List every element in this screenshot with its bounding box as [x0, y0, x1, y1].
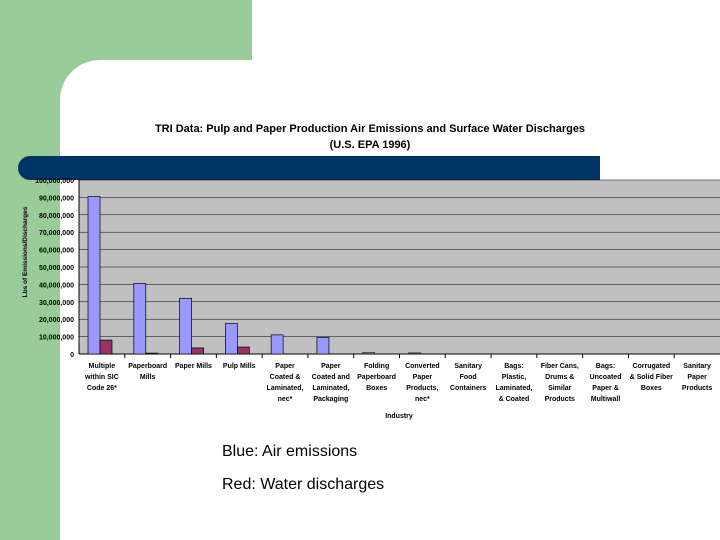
bar-water	[191, 347, 204, 355]
x-tick-label: Paperboard Mills	[128, 363, 167, 381]
y-tick-label: 90,000,000	[39, 195, 74, 202]
x-tick-label: Multiple within SIC Code 26*	[84, 363, 119, 392]
bar-air	[362, 352, 376, 355]
x-axis-label: Industry	[385, 413, 413, 420]
bar-air	[408, 352, 421, 355]
y-axis-label: Lbs of Emissions/Discharges	[22, 206, 29, 297]
y-tick-label: 10,000,000	[39, 335, 74, 342]
chart-title: TRI Data: Pulp and Paper Production Air …	[154, 123, 586, 135]
x-tick-label: Bags: Plastic, Laminated, & Coated	[495, 363, 532, 403]
bar-air	[179, 297, 192, 355]
y-tick-label: 80,000,000	[39, 213, 74, 220]
x-tick-label: Converted Paper Products, nec*	[405, 363, 440, 403]
y-tick-label: 100,000,000	[35, 178, 74, 185]
bar-air	[316, 337, 330, 355]
x-tick-label: Pulp Mills	[223, 363, 256, 370]
x-tick-label: Paper Coated and Laminated, Packaging	[312, 363, 350, 403]
y-tick-label: 0	[70, 352, 74, 359]
legend-caption-air: Blue: Air emissions	[222, 443, 358, 460]
x-tick-label: Sanitary Paper Products	[682, 363, 712, 392]
x-tick-label: Folding Paperboard Boxes	[357, 363, 396, 392]
y-tick-label: 20,000,000	[39, 317, 74, 324]
y-tick-label: 70,000,000	[39, 230, 74, 237]
title-bar	[18, 156, 600, 180]
bar-water	[237, 346, 250, 355]
x-tick-label: Paper Mills	[175, 363, 212, 370]
y-tick-label: 30,000,000	[39, 300, 74, 307]
x-tick-label: Corrugated & Solid Fiber Boxes	[630, 363, 673, 392]
bar-air	[133, 283, 147, 355]
legend-caption-water: Red: Water discharges	[222, 476, 385, 493]
x-tick-label: Paper Coated & Laminated, nec*	[267, 363, 304, 403]
bar-water	[99, 339, 113, 355]
x-tick-label: Fiber Cans, Drums & Similar Products	[541, 363, 579, 403]
bar-water	[145, 352, 159, 355]
chart-subtitle: (U.S. EPA 1996)	[329, 139, 411, 151]
chart-title-block: TRI Data: Pulp and Paper Production Air …	[100, 121, 640, 153]
bar-air	[270, 334, 284, 355]
y-tick-label: 50,000,000	[39, 265, 74, 272]
x-tick-label: Sanitary Food Containers	[450, 363, 487, 392]
bar-air	[225, 323, 238, 355]
y-tick-label: 60,000,000	[39, 248, 74, 255]
x-tick-label: Bags: Uncoated Paper & Multiwall	[590, 363, 622, 403]
y-tick-label: 40,000,000	[39, 282, 74, 289]
bar-air	[87, 196, 101, 355]
